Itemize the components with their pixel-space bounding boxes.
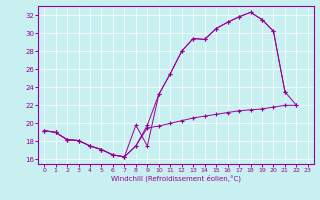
- X-axis label: Windchill (Refroidissement éolien,°C): Windchill (Refroidissement éolien,°C): [111, 175, 241, 182]
